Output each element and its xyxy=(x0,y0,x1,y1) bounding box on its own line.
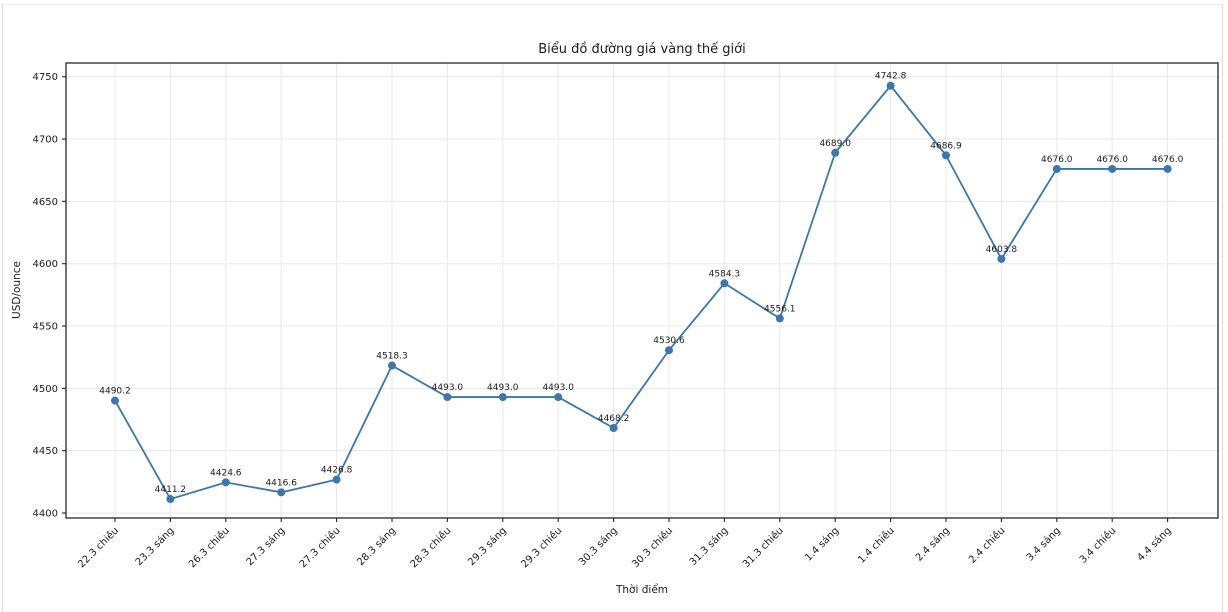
data-point xyxy=(720,279,729,288)
data-point xyxy=(332,475,341,484)
y-tick-label: 4450 xyxy=(33,446,58,457)
data-point xyxy=(388,361,396,370)
chart-title: Biểu đồ đường giá vàng thế giới xyxy=(538,42,745,57)
x-tick-label: 31.3 chiều xyxy=(740,525,786,571)
data-point-label: 4493.0 xyxy=(487,383,519,393)
data-point-label: 4676.0 xyxy=(1152,155,1184,165)
data-point-label: 4411.2 xyxy=(155,485,187,495)
data-point xyxy=(443,393,452,402)
data-point xyxy=(609,423,618,432)
data-point-label: 4518.3 xyxy=(376,352,408,362)
y-tick-label: 4550 xyxy=(33,322,58,333)
x-tick-label: 2.4 sáng xyxy=(913,525,952,564)
x-tick-label: 27.3 sáng xyxy=(244,525,287,568)
x-tick-label: 23.3 sáng xyxy=(133,525,176,568)
y-tick-label: 4600 xyxy=(33,259,58,270)
data-point-label: 4416.6 xyxy=(265,478,297,488)
x-tick-label: 29.3 sáng xyxy=(465,525,508,568)
data-point-label: 4742.8 xyxy=(875,72,907,82)
data-point xyxy=(997,254,1006,263)
x-tick-label: 28.3 chiều xyxy=(408,525,454,571)
x-tick-label: 30.3 sáng xyxy=(576,525,619,568)
data-point xyxy=(942,151,950,160)
x-tick-label: 3.4 sáng xyxy=(1024,525,1063,564)
point-labels: 4490.2 4411.2 4424.6 4416.6 4426.8 4518.3 4493… xyxy=(99,72,1183,495)
data-point-label: 4424.6 xyxy=(210,468,242,478)
grid-lines xyxy=(66,63,1218,518)
x-tick-label: 3.4 chiều xyxy=(1077,525,1118,566)
plot-background xyxy=(66,63,1218,518)
data-point xyxy=(1052,164,1061,173)
data-point-label: 4689.0 xyxy=(819,139,851,149)
data-point-label: 4493.0 xyxy=(542,383,574,393)
y-tick-label: 4700 xyxy=(33,135,58,146)
data-point xyxy=(498,393,507,402)
y-tick-label: 4750 xyxy=(33,72,58,83)
x-tick-label: 1.4 chiều xyxy=(856,525,897,566)
data-point-label: 4468.2 xyxy=(598,414,630,424)
data-point-label: 4584.3 xyxy=(709,269,741,279)
x-tick-label: 1.4 sáng xyxy=(802,525,841,564)
data-point xyxy=(221,478,230,487)
x-axis-label: Thời điểm xyxy=(615,583,668,596)
y-tick-label: 4650 xyxy=(33,197,58,208)
line-series xyxy=(111,81,1172,504)
data-point xyxy=(831,148,840,157)
data-point-label: 4676.0 xyxy=(1041,155,1073,165)
data-point-label: 4490.2 xyxy=(99,387,131,397)
plot-border xyxy=(65,62,1219,519)
price-line xyxy=(114,84,1169,500)
y-tick-label: 4400 xyxy=(33,509,58,520)
data-point xyxy=(166,495,175,504)
data-point-label: 4686.9 xyxy=(930,141,962,151)
x-tick-label: 27.3 chiều xyxy=(297,525,343,571)
x-tick-label: 22.3 chiều xyxy=(75,525,121,571)
data-point xyxy=(886,81,895,90)
data-point xyxy=(1108,164,1117,173)
data-point xyxy=(554,393,563,402)
x-tick-label: 31.3 sáng xyxy=(687,525,730,568)
x-tick-label: 2.4 chiều xyxy=(966,525,1007,566)
plot-spines xyxy=(65,62,1219,519)
x-tick-label: 26.3 chiều xyxy=(186,525,232,571)
data-point xyxy=(277,488,286,497)
data-point-label: 4556.1 xyxy=(764,304,796,314)
y-tick-label: 4500 xyxy=(33,384,58,395)
data-point xyxy=(1163,164,1172,173)
y-axis-label: USD/ounce xyxy=(11,261,23,319)
x-tick-label: 29.3 chiều xyxy=(519,525,565,571)
data-point-label: 4426.8 xyxy=(321,466,353,476)
data-point xyxy=(775,314,784,323)
data-point-label: 4676.0 xyxy=(1096,155,1128,165)
x-tick-label: 28.3 sáng xyxy=(355,525,398,568)
x-tick-label: 4.4 sáng xyxy=(1135,525,1174,564)
plot-area xyxy=(66,63,1218,518)
data-point xyxy=(665,346,673,355)
data-point-label: 4493.0 xyxy=(432,383,464,393)
data-point-label: 4530.6 xyxy=(653,336,685,346)
data-point-label: 4603.8 xyxy=(986,245,1018,255)
data-point xyxy=(111,396,119,405)
x-tick-label: 30.3 chiều xyxy=(629,525,675,571)
